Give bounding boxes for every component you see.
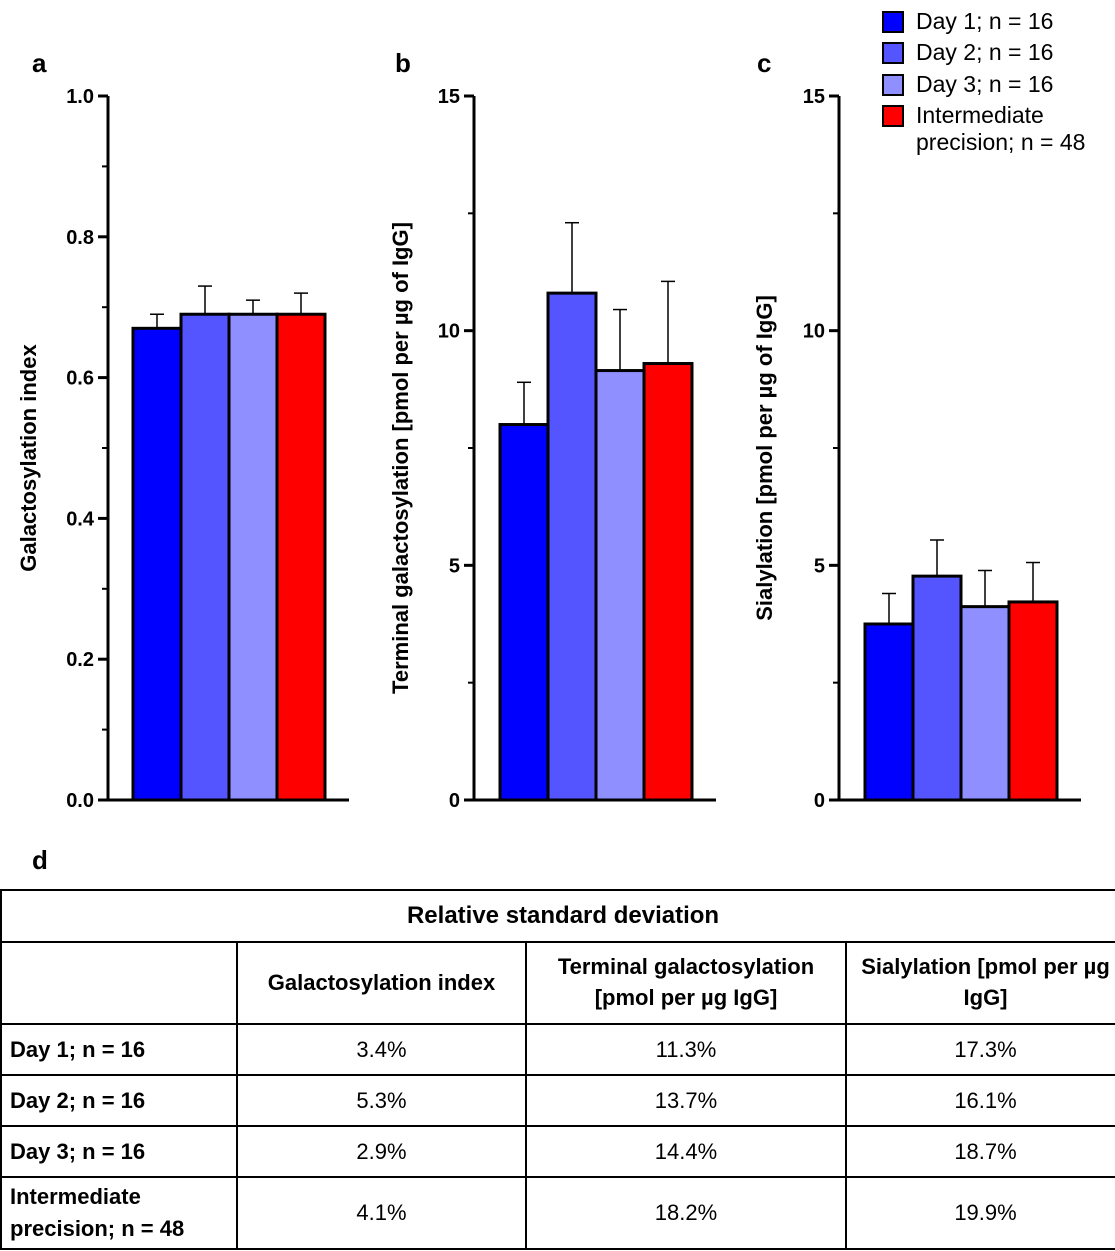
table-cell: 16.1% — [844, 1074, 1115, 1127]
bar — [546, 291, 598, 802]
panel-letter-d: d — [32, 845, 48, 875]
y-tick-label: 0.6 — [66, 368, 94, 390]
legend-label: Intermediate precision; n = 48 — [916, 102, 1086, 155]
y-tick-label: 1.0 — [66, 86, 94, 108]
bar — [179, 312, 231, 802]
legend-item: Day 2; n = 16 — [882, 39, 1115, 65]
table-title-row: Relative standard deviation — [0, 889, 1115, 943]
y-tick-label: 0.8 — [66, 227, 94, 249]
bar — [594, 369, 646, 802]
legend-swatch-day2 — [882, 42, 904, 65]
table-header: Galactosylation index — [236, 941, 527, 1025]
bar — [131, 326, 183, 802]
y-tick-label: 15 — [438, 86, 460, 108]
legend-item: Intermediate precision; n = 48 — [882, 102, 1115, 155]
table-row-label: Day 1; n = 16 — [0, 1023, 238, 1076]
panel-letter-a: a — [32, 48, 47, 78]
table-row: Day 1; n = 16 3.4% 11.3% 17.3% — [0, 1023, 1115, 1076]
table-cell: 13.7% — [525, 1074, 847, 1127]
bar — [498, 423, 550, 802]
legend-item: Day 3; n = 16 — [882, 71, 1115, 97]
table-header-row: Galactosylation index Terminal galactosy… — [0, 941, 1115, 1025]
legend-label: Day 2; n = 16 — [916, 39, 1054, 66]
table-title: Relative standard deviation — [0, 889, 1115, 943]
table-cell: 18.2% — [525, 1176, 847, 1250]
table-cell: 3.4% — [236, 1023, 527, 1076]
table-cell: 5.3% — [236, 1074, 527, 1127]
panel-letter-b: b — [395, 48, 411, 78]
table-cell: 2.9% — [236, 1125, 527, 1178]
y-tick-label: 10 — [438, 321, 460, 343]
bar — [911, 574, 963, 802]
y-tick-label: 10 — [803, 321, 825, 343]
table-header: Terminal galactosylation [pmol per µg Ig… — [525, 941, 847, 1025]
y-tick-label: 0.2 — [66, 649, 94, 671]
y-tick-label: 0 — [449, 790, 460, 812]
bar — [1007, 600, 1059, 802]
y-tick-label: 0.0 — [66, 790, 94, 812]
y-tick-label: 5 — [814, 555, 825, 577]
legend-swatch-day3 — [882, 73, 904, 96]
legend-label: Day 1; n = 16 — [916, 8, 1054, 34]
legend: Day 1; n = 16 Day 2; n = 16 Day 3; n = 1… — [882, 8, 1115, 160]
y-tick-label: 5 — [449, 555, 460, 577]
bar — [863, 622, 915, 802]
bar — [227, 312, 279, 802]
table-row: Day 2; n = 16 5.3% 13.7% 16.1% — [0, 1074, 1115, 1127]
y-axis-label: Sialylation [pmol per µg of IgG] — [752, 295, 777, 621]
y-axis-label: Terminal galactosylation [pmol per µg of… — [388, 222, 413, 694]
bar-charts: 0.0 0.2 0.4 0.6 0.8 1.0 Galactosylation index 0… — [16, 86, 1081, 812]
y-tick-label: 0 — [814, 790, 825, 812]
table-row: Day 3; n = 16 2.9% 14.4% 18.7% — [0, 1125, 1115, 1178]
table-row-label: Day 3; n = 16 — [0, 1125, 238, 1178]
table-header-empty — [0, 941, 238, 1025]
legend-swatch-intermediate — [882, 105, 904, 128]
legend-item: Day 1; n = 16 — [882, 8, 1115, 34]
table-row-label: Day 2; n = 16 — [0, 1074, 238, 1127]
table-cell: 17.3% — [844, 1023, 1115, 1076]
y-tick-label: 15 — [803, 86, 825, 108]
table-row: Intermediate precision; n = 48 4.1% 18.2… — [0, 1176, 1115, 1250]
table-header: Sialylation [pmol per µg IgG] — [844, 941, 1115, 1025]
table-cell: 14.4% — [525, 1125, 847, 1178]
y-tick-label: 0.4 — [66, 508, 95, 530]
legend-swatch-day1 — [882, 11, 904, 33]
table-cell: 18.7% — [844, 1125, 1115, 1178]
table-row-label: Intermediate precision; n = 48 — [0, 1176, 238, 1250]
table-cell: 19.9% — [844, 1176, 1115, 1250]
legend-label: Day 3; n = 16 — [916, 70, 1054, 97]
bar — [275, 312, 327, 802]
table-cell: 4.1% — [236, 1176, 527, 1250]
table-cell: 11.3% — [525, 1023, 847, 1076]
rsd-table: Relative standard deviation Galactosylat… — [0, 889, 1115, 1250]
bar — [959, 605, 1011, 802]
y-axis-label: Galactosylation index — [16, 344, 41, 572]
bar — [642, 362, 694, 802]
panel-letter-c: c — [757, 48, 772, 78]
